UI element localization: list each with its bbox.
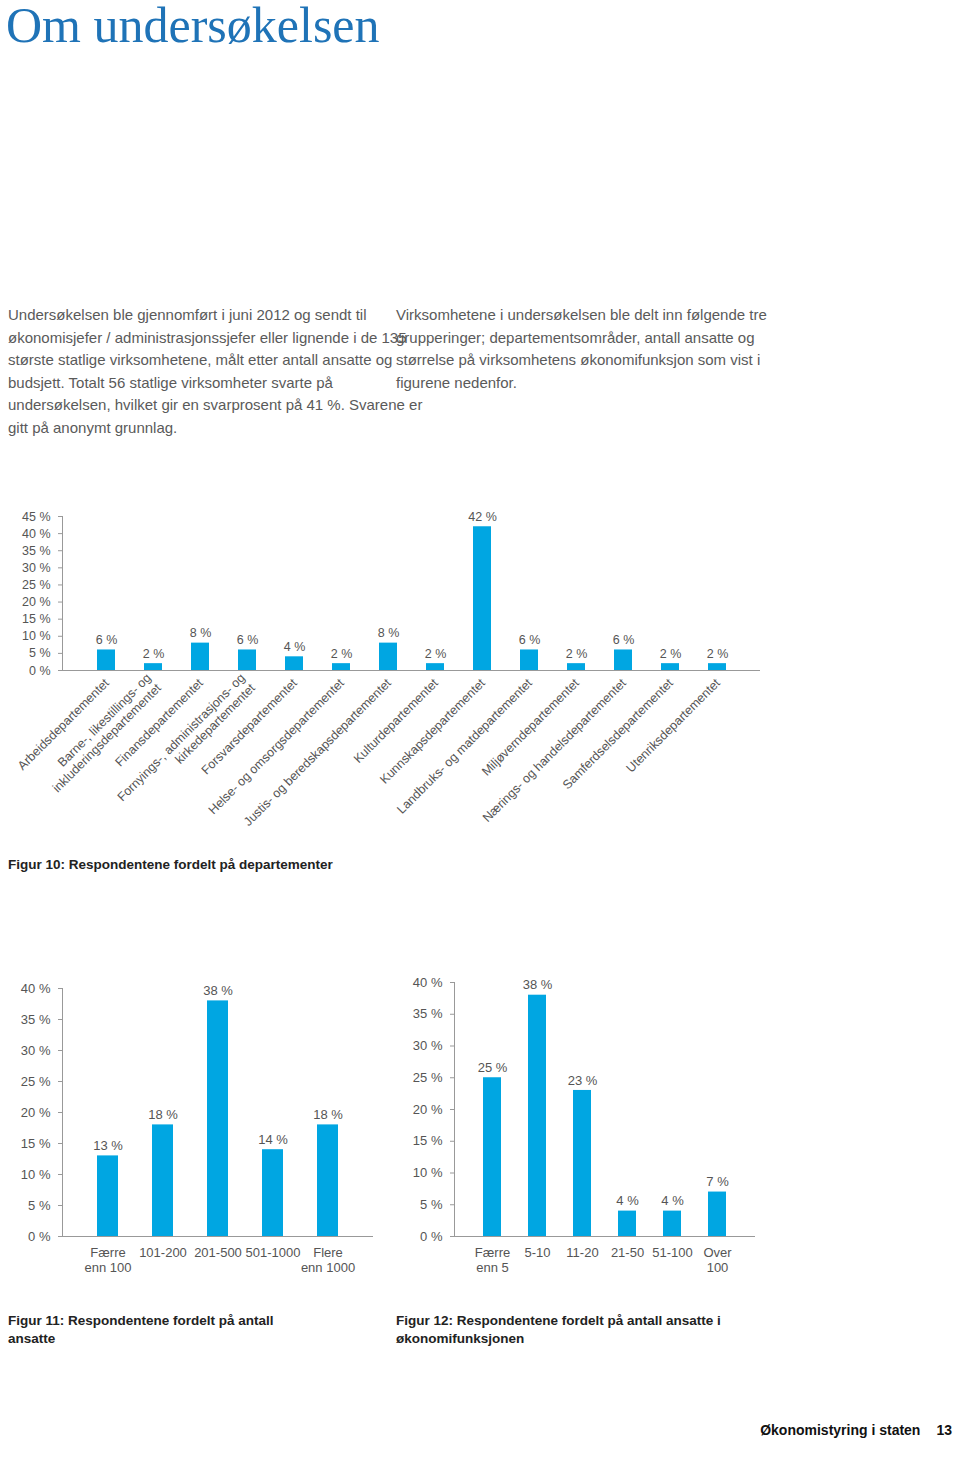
- svg-text:45 %: 45 %: [22, 510, 51, 524]
- svg-text:5-10: 5-10: [524, 1245, 550, 1260]
- svg-text:10 %: 10 %: [21, 1167, 51, 1182]
- svg-text:30 %: 30 %: [413, 1038, 443, 1053]
- svg-text:20 %: 20 %: [413, 1102, 443, 1117]
- svg-text:8 %: 8 %: [378, 626, 400, 640]
- svg-text:25 %: 25 %: [22, 578, 51, 592]
- svg-text:Over100: Over100: [703, 1245, 732, 1275]
- svg-text:51-100: 51-100: [652, 1245, 692, 1260]
- svg-text:30 %: 30 %: [21, 1043, 51, 1058]
- svg-text:7 %: 7 %: [706, 1174, 729, 1189]
- svg-text:14 %: 14 %: [258, 1132, 288, 1147]
- svg-text:40 %: 40 %: [413, 975, 443, 990]
- svg-text:Færreenn 100: Færreenn 100: [85, 1245, 132, 1275]
- svg-text:10 %: 10 %: [413, 1165, 443, 1180]
- svg-text:5 %: 5 %: [420, 1197, 443, 1212]
- svg-text:4 %: 4 %: [616, 1193, 639, 1208]
- svg-text:6 %: 6 %: [613, 633, 635, 647]
- svg-text:18 %: 18 %: [313, 1107, 343, 1122]
- svg-text:13 %: 13 %: [93, 1138, 123, 1153]
- svg-text:201-500: 201-500: [194, 1245, 242, 1260]
- svg-text:35 %: 35 %: [21, 1012, 51, 1027]
- svg-text:38 %: 38 %: [523, 977, 553, 992]
- svg-text:2 %: 2 %: [707, 647, 729, 661]
- svg-text:4 %: 4 %: [284, 640, 306, 654]
- svg-text:15 %: 15 %: [22, 612, 51, 626]
- svg-text:0 %: 0 %: [420, 1229, 443, 1244]
- svg-text:2 %: 2 %: [425, 647, 447, 661]
- svg-text:501-1000: 501-1000: [246, 1245, 301, 1260]
- svg-text:Flereenn 1000: Flereenn 1000: [301, 1245, 355, 1275]
- svg-text:25 %: 25 %: [478, 1060, 508, 1075]
- svg-text:8 %: 8 %: [190, 626, 212, 640]
- svg-text:42 %: 42 %: [468, 510, 497, 524]
- svg-text:35 %: 35 %: [413, 1006, 443, 1021]
- svg-text:6 %: 6 %: [519, 633, 541, 647]
- svg-text:25 %: 25 %: [21, 1074, 51, 1089]
- svg-text:4 %: 4 %: [661, 1193, 684, 1208]
- svg-text:0 %: 0 %: [29, 664, 51, 678]
- svg-text:2 %: 2 %: [660, 647, 682, 661]
- svg-text:38 %: 38 %: [203, 983, 233, 998]
- svg-text:40 %: 40 %: [22, 527, 51, 541]
- svg-text:20 %: 20 %: [21, 1105, 51, 1120]
- svg-text:6 %: 6 %: [237, 633, 259, 647]
- svg-text:Kulturdepartementet: Kulturdepartementet: [351, 676, 441, 766]
- svg-text:Forsvarsdepartementet: Forsvarsdepartementet: [199, 676, 301, 778]
- svg-text:40 %: 40 %: [21, 981, 51, 996]
- svg-text:5 %: 5 %: [29, 646, 51, 660]
- svg-text:15 %: 15 %: [413, 1133, 443, 1148]
- svg-text:25 %: 25 %: [413, 1070, 443, 1085]
- svg-text:2 %: 2 %: [331, 647, 353, 661]
- svg-text:Utenriksdepartementet: Utenriksdepartementet: [624, 676, 724, 776]
- svg-text:15 %: 15 %: [21, 1136, 51, 1151]
- svg-text:18 %: 18 %: [148, 1107, 178, 1122]
- svg-text:5 %: 5 %: [28, 1198, 51, 1213]
- svg-text:20 %: 20 %: [22, 595, 51, 609]
- svg-text:11-20: 11-20: [566, 1245, 598, 1260]
- svg-text:2 %: 2 %: [143, 647, 165, 661]
- svg-text:21-50: 21-50: [611, 1245, 644, 1260]
- svg-text:101-200: 101-200: [139, 1245, 187, 1260]
- svg-text:0 %: 0 %: [28, 1229, 51, 1244]
- svg-text:2 %: 2 %: [566, 647, 588, 661]
- svg-text:6 %: 6 %: [96, 633, 118, 647]
- svg-text:35 %: 35 %: [22, 544, 51, 558]
- svg-text:30 %: 30 %: [22, 561, 51, 575]
- svg-text:Færreenn 5: Færreenn 5: [475, 1245, 510, 1275]
- svg-text:10 %: 10 %: [22, 629, 51, 643]
- svg-text:23 %: 23 %: [568, 1073, 598, 1088]
